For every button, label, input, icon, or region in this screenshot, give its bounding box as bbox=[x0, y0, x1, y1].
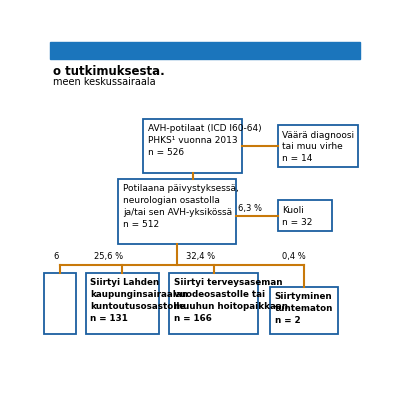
FancyBboxPatch shape bbox=[169, 273, 258, 334]
Text: 6,3 %: 6,3 % bbox=[238, 204, 262, 213]
Text: AVH-potilaat (ICD I60-64)
PHKS¹ vuonna 2013
n = 526: AVH-potilaat (ICD I60-64) PHKS¹ vuonna 2… bbox=[148, 124, 261, 157]
Text: 6: 6 bbox=[53, 252, 58, 262]
Text: Siirtyi Lahden
kaupunginsairaalan
kuntoutusosastolle
n = 131: Siirtyi Lahden kaupunginsairaalan kuntou… bbox=[90, 278, 188, 323]
Text: 25,6 %: 25,6 % bbox=[94, 252, 123, 262]
Text: 0,4 %: 0,4 % bbox=[282, 252, 306, 262]
FancyBboxPatch shape bbox=[44, 273, 76, 334]
Text: Siirtyi terveysaseman
vuodeosastolle tai
muuhun hoitopaikkaan
n = 166: Siirtyi terveysaseman vuodeosastolle tai… bbox=[174, 278, 288, 323]
FancyBboxPatch shape bbox=[278, 200, 332, 231]
Text: Kuoli
n = 32: Kuoli n = 32 bbox=[282, 206, 313, 227]
Text: Siirtyminen
tuntematon
n = 2: Siirtyminen tuntematon n = 2 bbox=[275, 292, 333, 325]
FancyBboxPatch shape bbox=[270, 287, 338, 334]
Text: meen keskussairaala: meen keskussairaala bbox=[53, 77, 156, 87]
FancyBboxPatch shape bbox=[118, 179, 236, 244]
Bar bbox=[50, 42, 360, 59]
Text: o tutkimuksesta.: o tutkimuksesta. bbox=[53, 65, 165, 78]
Text: Potilaana päivystyksessä,
neurologian osastolla
ja/tai sen AVH-yksikössä
n = 512: Potilaana päivystyksessä, neurologian os… bbox=[123, 184, 238, 229]
FancyBboxPatch shape bbox=[86, 273, 158, 334]
FancyBboxPatch shape bbox=[278, 125, 358, 166]
FancyBboxPatch shape bbox=[143, 119, 242, 173]
Text: 32,4 %: 32,4 % bbox=[186, 252, 215, 262]
Text: Väärä diagnoosi
tai muu virhe
n = 14: Väärä diagnoosi tai muu virhe n = 14 bbox=[282, 130, 355, 163]
